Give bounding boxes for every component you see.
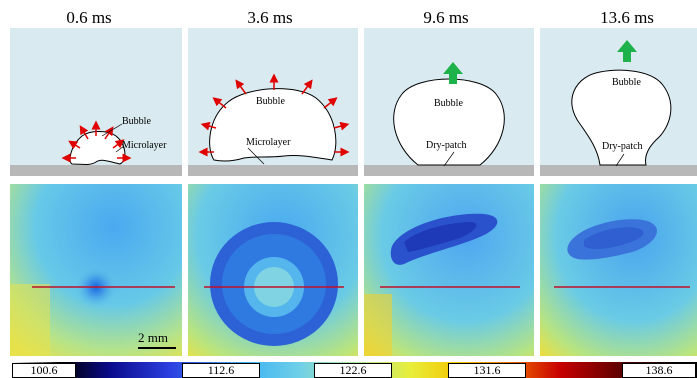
bubble-schematic-3: Bubble Dry-patch: [571, 40, 672, 167]
bubble-label-3: Bubble: [612, 77, 641, 88]
rise-arrow: [443, 62, 463, 84]
drypatch-label-3: Dry-patch: [602, 141, 643, 152]
bubble-outline: [571, 69, 672, 166]
colorbar-tick-3: 131.6: [448, 363, 526, 378]
heated-wall: [540, 165, 697, 176]
schematic-panel-0: Bubble Microlayer: [10, 28, 182, 176]
bubble-label-0: Bubble: [122, 116, 151, 127]
temperature-field-3: [540, 184, 697, 356]
heated-wall: [364, 165, 534, 176]
bubble-outline: [209, 88, 337, 162]
bubble-outline: [393, 78, 505, 166]
colorbar-tick-4: 138.6: [622, 363, 696, 378]
bubble-label-2: Bubble: [434, 98, 463, 109]
bubble-outline: [69, 131, 126, 165]
time-label-2: 9.6 ms: [423, 8, 469, 27]
heated-wall: [10, 165, 182, 176]
time-label-1: 3.6 ms: [247, 8, 293, 27]
temperature-field-0: [10, 184, 182, 356]
thermal-map-3: [540, 184, 697, 356]
temperature-field-2: [364, 184, 534, 356]
colorbar-tick-2: 122.6: [314, 363, 392, 378]
temperature-field-1: [188, 184, 358, 356]
bubble-label-1: Bubble: [256, 96, 285, 107]
time-label-3: 13.6 ms: [600, 8, 654, 27]
rise-arrow: [617, 40, 637, 62]
time-label-0: 0.6 ms: [66, 8, 112, 27]
thermal-map-0: 2 mm: [10, 184, 182, 356]
heated-wall: [188, 165, 358, 176]
schematic-panel-3: Bubble Dry-patch: [540, 28, 697, 176]
bubble-schematic-1: Bubble Microlayer: [198, 73, 350, 165]
colorbar-tick-0: 100.6: [12, 363, 76, 378]
scale-bar-label: 2 mm: [138, 330, 168, 345]
colorbar-tick-1: 112.6: [182, 363, 260, 378]
schematic-panel-1: Bubble Microlayer: [188, 28, 358, 176]
microlayer-label-0: Microlayer: [122, 140, 167, 151]
bubble-schematic-0: Bubble Microlayer: [61, 116, 167, 165]
bubble-schematic-2: Bubble Dry-patch: [393, 62, 505, 167]
thermal-map-2: [364, 184, 534, 356]
temperature-colorbar: 100.6 112.6 122.6 131.6 138.6: [0, 362, 697, 378]
expansion-arrows: [198, 73, 350, 157]
thermal-map-1: [188, 184, 358, 356]
drypatch-label-2: Dry-patch: [426, 140, 467, 151]
schematic-panel-2: Bubble Dry-patch: [364, 28, 534, 176]
microlayer-label-1: Microlayer: [246, 137, 291, 148]
